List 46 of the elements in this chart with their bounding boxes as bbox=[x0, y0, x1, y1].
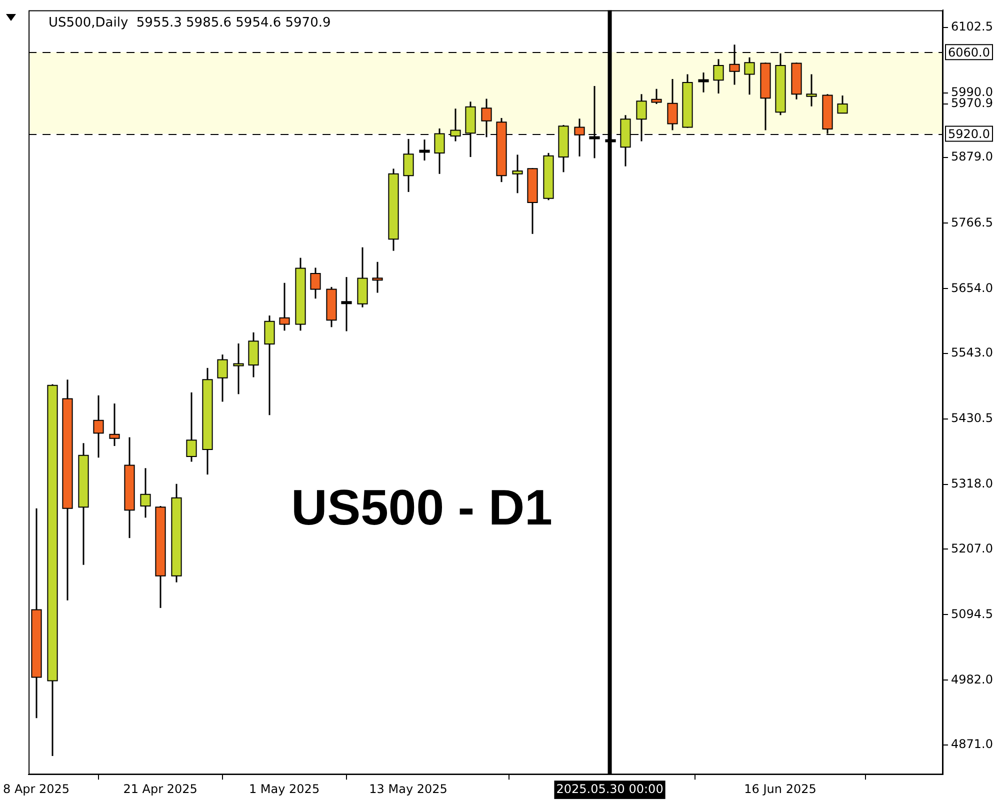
x-tick-label: 1 May 2025 bbox=[248, 782, 320, 796]
x-tick-label: 8 Apr 2025 bbox=[3, 782, 70, 796]
candlestick bbox=[217, 354, 228, 402]
candlestick bbox=[233, 342, 244, 395]
x-tick-label: 13 May 2025 bbox=[369, 782, 448, 796]
candlestick bbox=[93, 394, 104, 458]
x-tick-label: 21 Apr 2025 bbox=[123, 782, 198, 796]
candlestick bbox=[419, 138, 430, 162]
candlestick bbox=[140, 467, 151, 518]
candlestick bbox=[698, 72, 709, 94]
y-tick-label: 5654.0 bbox=[951, 280, 994, 295]
y-tick-label: 5318.0 bbox=[951, 476, 994, 491]
candlestick bbox=[186, 392, 197, 462]
candlestick bbox=[109, 402, 120, 447]
candlestick bbox=[713, 58, 724, 94]
candlestick bbox=[372, 261, 383, 294]
candlestick bbox=[744, 56, 755, 96]
candlestick bbox=[434, 128, 445, 175]
x-tick-label: 16 Jun 2025 bbox=[744, 782, 816, 796]
candlestick bbox=[837, 94, 848, 114]
y-tick-label: 5543.0 bbox=[951, 345, 994, 360]
candlestick bbox=[403, 138, 414, 193]
ref-line-label: 6060.0 bbox=[948, 45, 990, 60]
candlestick bbox=[279, 282, 290, 332]
candlestick bbox=[248, 332, 259, 378]
candlestick bbox=[341, 276, 352, 332]
x-tick-label: 2025.05.30 00:00 bbox=[556, 782, 664, 796]
y-tick-label: 5879.0 bbox=[951, 150, 994, 164]
candlestick bbox=[512, 154, 523, 194]
y-tick-label: 5430.5 bbox=[951, 411, 994, 426]
y-tick-label: 4982.0 bbox=[951, 672, 994, 686]
y-tick-label: 5766.5 bbox=[951, 215, 994, 230]
candlestick bbox=[574, 118, 585, 158]
candlestick bbox=[667, 78, 678, 131]
ref-line-label: 5920.0 bbox=[948, 126, 990, 141]
chart-title: US500,Daily 5955.3 5985.6 5954.6 5970.9 bbox=[48, 16, 331, 31]
candlestick bbox=[806, 74, 817, 108]
y-tick-label: 4871.0 bbox=[951, 737, 994, 752]
y-tick-label: 5094.5 bbox=[951, 606, 994, 621]
candlestick bbox=[264, 314, 275, 416]
candlestick bbox=[310, 266, 321, 300]
candlestick bbox=[651, 88, 662, 105]
candlestick bbox=[636, 93, 647, 142]
annotation: US500 - D1 bbox=[291, 480, 552, 536]
y-tick-label: 6102.5 bbox=[951, 20, 994, 34]
y-tick-label: 5207.0 bbox=[951, 541, 994, 556]
